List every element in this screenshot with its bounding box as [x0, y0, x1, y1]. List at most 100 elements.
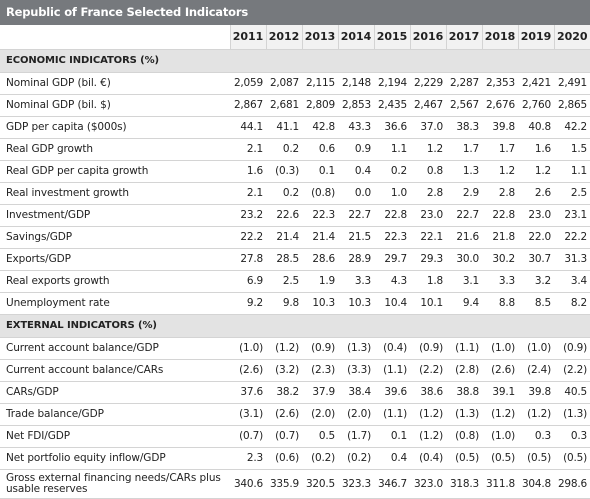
row-label: Savings/GDP	[0, 226, 230, 249]
value-cell-2012: 2,087	[266, 72, 302, 95]
value-cell-2019: 39.8	[518, 381, 554, 404]
value-cell-2011: (1.0)	[230, 337, 266, 360]
value-cell-2014: 0.4	[338, 160, 374, 183]
value-cell-2012: 41.1	[266, 116, 302, 139]
value-cell-2013: 21.4	[302, 226, 338, 249]
value-cell-2013: 2,115	[302, 72, 338, 95]
value-cell-2014: 0.0	[338, 182, 374, 205]
value-cell-2015: 22.8	[374, 204, 410, 227]
value-cell-2012: (0.6)	[266, 447, 302, 470]
value-cell-2013: 42.8	[302, 116, 338, 139]
value-cell-2020: 22.2	[554, 226, 590, 249]
indicators-table: 2011 2012 2013 2014 2015 2016 2017 2018 2019 2020…	[0, 25, 590, 499]
value-cell-2016: 2,467	[410, 94, 446, 117]
table-row: Real GDP growth 2.1 0.2 0.6 0.9 1.1 1.2 1.7 1.7 1…	[0, 138, 590, 161]
table-row: Real GDP per capita growth 1.6 (0.3) 0.1 0.4…	[0, 160, 590, 183]
year-header-2011: 2011	[229, 25, 266, 50]
value-cell-2014: 43.3	[338, 116, 374, 139]
value-cell-2017: 38.8	[446, 381, 482, 404]
value-cell-2013: 0.5	[302, 425, 338, 448]
value-cell-2020: 1.1	[554, 160, 590, 183]
table-row: GDP per capita ($000s) 44.1 41.1 42.8 43.3 36…	[0, 116, 590, 139]
year-header-2014: 2014	[337, 25, 374, 50]
table-row: Net FDI/GDP (0.7) (0.7) 0.5 (1.7) 0.1 (1.2) (0.…	[0, 425, 590, 448]
year-header-2012: 2012	[265, 25, 302, 50]
table-body: ECONOMIC INDICATORS (%) Nominal GDP (bil.…	[0, 49, 590, 499]
value-cell-2014: 38.4	[338, 381, 374, 404]
value-cell-2011: 9.2	[230, 292, 266, 315]
value-cell-2018: (1.0)	[482, 425, 518, 448]
value-cell-2015: 2,194	[374, 72, 410, 95]
value-cell-2017: (1.3)	[446, 403, 482, 426]
value-cell-2012: (1.2)	[266, 337, 302, 360]
row-label: Trade balance/GDP	[0, 403, 230, 426]
value-cell-2014: 10.3	[338, 292, 374, 315]
value-cell-2014: 323.3	[338, 469, 374, 499]
value-cell-2016: 22.1	[410, 226, 446, 249]
value-cell-2018: 39.1	[482, 381, 518, 404]
section-header-row: ECONOMIC INDICATORS (%)	[0, 49, 590, 73]
value-cell-2011: (0.7)	[230, 425, 266, 448]
value-cell-2016: 1.2	[410, 138, 446, 161]
value-cell-2017: 30.0	[446, 248, 482, 271]
value-cell-2017: 1.7	[446, 138, 482, 161]
value-cell-2015: 22.3	[374, 226, 410, 249]
table-row: Nominal GDP (bil. $) 2,867 2,681 2,809 2,853…	[0, 94, 590, 117]
value-cell-2012: 2.5	[266, 270, 302, 293]
value-cell-2014: (0.2)	[338, 447, 374, 470]
value-cell-2017: 2,287	[446, 72, 482, 95]
value-cell-2017: (0.8)	[446, 425, 482, 448]
value-cell-2018: 22.8	[482, 204, 518, 227]
value-cell-2013: (0.8)	[302, 182, 338, 205]
value-cell-2011: 1.6	[230, 160, 266, 183]
value-cell-2018: 21.8	[482, 226, 518, 249]
year-header-2018: 2018	[481, 25, 518, 50]
value-cell-2013: 1.9	[302, 270, 338, 293]
section-header-row: EXTERNAL INDICATORS (%)	[0, 314, 590, 338]
value-cell-2015: 39.6	[374, 381, 410, 404]
value-cell-2015: 0.1	[374, 425, 410, 448]
value-cell-2012: 28.5	[266, 248, 302, 271]
value-cell-2018: 2.8	[482, 182, 518, 205]
row-label: Net FDI/GDP	[0, 425, 230, 448]
value-cell-2020: (0.9)	[554, 337, 590, 360]
section-heading: EXTERNAL INDICATORS (%)	[0, 314, 590, 338]
row-label: Unemployment rate	[0, 292, 230, 315]
value-cell-2019: (1.2)	[518, 403, 554, 426]
value-cell-2020: 3.4	[554, 270, 590, 293]
value-cell-2018: (1.0)	[482, 337, 518, 360]
value-cell-2012: 0.2	[266, 138, 302, 161]
value-cell-2017: 9.4	[446, 292, 482, 315]
value-cell-2018: 3.3	[482, 270, 518, 293]
value-cell-2011: 6.9	[230, 270, 266, 293]
year-header-2019: 2019	[517, 25, 554, 50]
value-cell-2011: 340.6	[230, 469, 266, 499]
value-cell-2012: 0.2	[266, 182, 302, 205]
value-cell-2012: 335.9	[266, 469, 302, 499]
table-row: CARs/GDP 37.6 38.2 37.9 38.4 39.6 38.6 38.8 39.1…	[0, 381, 590, 404]
value-cell-2015: 36.6	[374, 116, 410, 139]
table-row: Real exports growth 6.9 2.5 1.9 3.3 4.3 1.8 3.1…	[0, 270, 590, 293]
value-cell-2012: (0.3)	[266, 160, 302, 183]
value-cell-2015: 0.4	[374, 447, 410, 470]
value-cell-2017: 22.7	[446, 204, 482, 227]
value-cell-2014: (3.3)	[338, 359, 374, 382]
row-label: Nominal GDP (bil. $)	[0, 94, 230, 117]
row-label: Nominal GDP (bil. €)	[0, 72, 230, 95]
value-cell-2014: (2.0)	[338, 403, 374, 426]
value-cell-2019: (1.0)	[518, 337, 554, 360]
value-cell-2014: (1.7)	[338, 425, 374, 448]
row-label: Gross external financing needs/CARs plus…	[0, 469, 230, 499]
value-cell-2019: 2,421	[518, 72, 554, 95]
table-row: Current account balance/CARs (2.6) (3.2) (2…	[0, 359, 590, 382]
value-cell-2013: (0.2)	[302, 447, 338, 470]
value-cell-2013: 10.3	[302, 292, 338, 315]
value-cell-2013: 22.3	[302, 204, 338, 227]
year-header-row: 2011 2012 2013 2014 2015 2016 2017 2018 2019 2020	[0, 25, 590, 50]
section-heading: ECONOMIC INDICATORS (%)	[0, 49, 590, 73]
value-cell-2020: 0.3	[554, 425, 590, 448]
value-cell-2019: 0.3	[518, 425, 554, 448]
value-cell-2011: 2.1	[230, 138, 266, 161]
value-cell-2020: 23.1	[554, 204, 590, 227]
